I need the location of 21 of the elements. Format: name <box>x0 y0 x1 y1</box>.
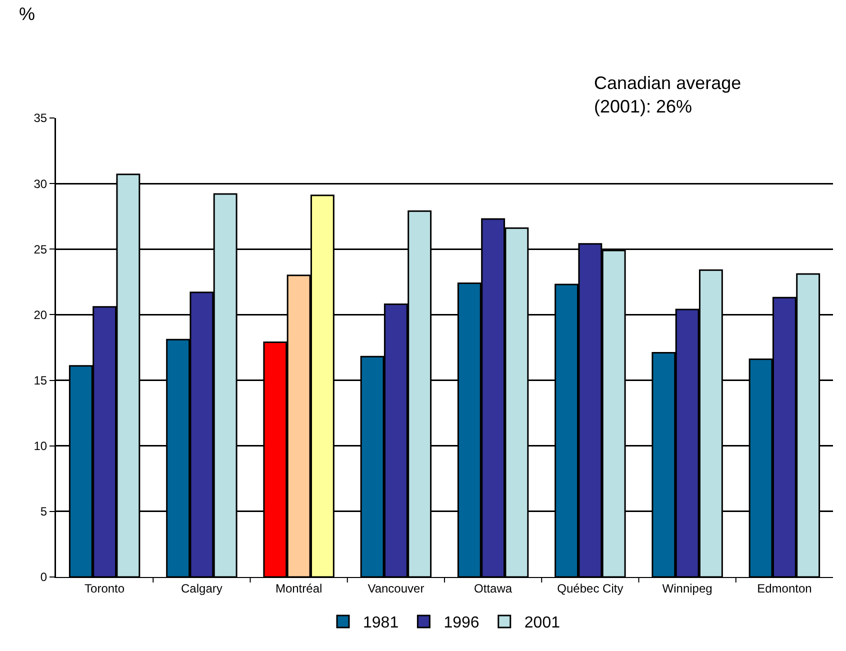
legend-label: 1996 <box>444 614 480 632</box>
x-tick-label: Toronto <box>84 581 125 596</box>
x-tick-label: Winnipeg <box>662 581 712 596</box>
y-tick-label: 25 <box>34 242 48 256</box>
y-tick-label: 5 <box>40 504 48 519</box>
y-axis-title: % <box>19 4 36 24</box>
x-tick-label: Ottawa <box>474 581 512 596</box>
y-tick-label: 35 <box>34 111 48 126</box>
x-tick-label: Vancouver <box>368 581 424 596</box>
y-tick-label: 15 <box>34 373 48 388</box>
x-tick-label: Edmonton <box>757 581 812 596</box>
x-tick-label: Calgary <box>181 581 222 596</box>
y-tick-label: 10 <box>34 439 48 454</box>
legend-label: 2001 <box>524 614 560 632</box>
text: Canadian average (2001): 26% <box>594 73 742 116</box>
y-tick-label: 20 <box>34 308 48 322</box>
x-tick-label: Montréal <box>275 581 322 596</box>
x-tick-label: Québec City <box>557 581 624 596</box>
y-tick-label: 30 <box>34 176 48 191</box>
y-tick-label: 0 <box>40 570 48 584</box>
legend-label: 1981 <box>363 614 399 632</box>
